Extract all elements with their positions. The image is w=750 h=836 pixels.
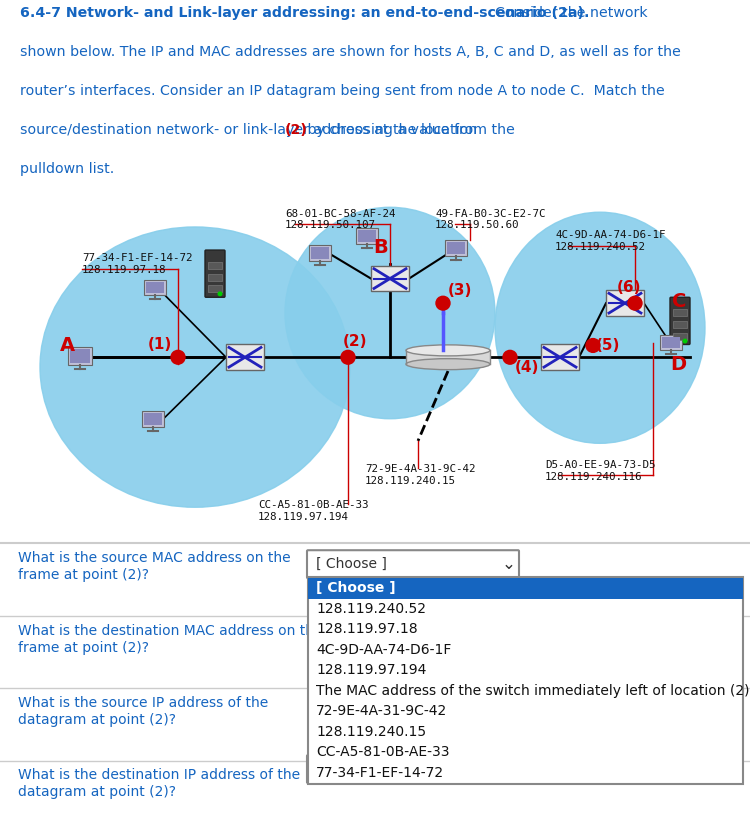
Text: 72-9E-4A-31-9C-42: 72-9E-4A-31-9C-42 (316, 705, 447, 718)
Text: A: A (60, 336, 75, 355)
Text: What is the destination IP address of the: What is the destination IP address of th… (18, 768, 300, 782)
Text: C: C (672, 292, 686, 311)
Text: (3): (3) (448, 283, 472, 298)
Text: 128.119.240.52: 128.119.240.52 (316, 602, 426, 616)
Text: B: B (373, 238, 388, 257)
Text: (6): (6) (617, 280, 641, 295)
Text: pulldown list.: pulldown list. (20, 162, 115, 176)
Text: CC-A5-81-0B-AE-33: CC-A5-81-0B-AE-33 (258, 500, 368, 510)
Bar (660, 334, 682, 350)
Bar (311, 247, 329, 259)
Ellipse shape (285, 207, 495, 419)
Text: 77-34-F1-EF-14-72: 77-34-F1-EF-14-72 (316, 766, 444, 780)
Bar (144, 279, 166, 295)
Text: 128.119.240.52: 128.119.240.52 (555, 242, 646, 252)
Text: [ Choose ]: [ Choose ] (316, 558, 387, 571)
Bar (358, 231, 376, 242)
Text: (5): (5) (596, 339, 620, 354)
Circle shape (628, 296, 642, 310)
Text: 128.119.240.116: 128.119.240.116 (545, 472, 643, 482)
Bar (371, 266, 409, 292)
Bar (447, 242, 465, 254)
Ellipse shape (495, 212, 705, 443)
Text: (4): (4) (515, 360, 539, 375)
Text: datagram at point (2)?: datagram at point (2)? (18, 785, 176, 799)
Text: frame at point (2)?: frame at point (2)? (18, 568, 149, 582)
Bar (541, 344, 579, 370)
Bar (673, 321, 687, 328)
FancyBboxPatch shape (670, 298, 690, 344)
Text: The MAC address of the switch immediately left of location (2).: The MAC address of the switch immediatel… (316, 684, 750, 698)
Bar (226, 344, 264, 370)
Text: (2): (2) (285, 123, 308, 137)
Ellipse shape (40, 227, 350, 507)
Text: datagram at point (2)?: datagram at point (2)? (18, 713, 176, 727)
Text: What is the source MAC address on the: What is the source MAC address on the (18, 551, 291, 565)
Text: D: D (670, 354, 686, 374)
Bar (146, 282, 164, 293)
Text: 128.119.50.107: 128.119.50.107 (285, 221, 376, 231)
Text: 128.119.97.18: 128.119.97.18 (82, 265, 166, 275)
Text: ⌄: ⌄ (502, 555, 516, 573)
Circle shape (503, 350, 517, 364)
Text: 128.119.240.15: 128.119.240.15 (316, 725, 426, 739)
Text: 128.119.50.60: 128.119.50.60 (435, 221, 520, 231)
FancyBboxPatch shape (205, 250, 225, 298)
Bar (70, 349, 90, 363)
Text: What is the destination MAC address on the: What is the destination MAC address on t… (18, 624, 322, 638)
Text: CC-A5-81-0B-AE-33: CC-A5-81-0B-AE-33 (316, 746, 449, 759)
Text: 68-01-BC-58-AF-24: 68-01-BC-58-AF-24 (285, 209, 395, 219)
Text: ⌄: ⌄ (502, 760, 516, 778)
Bar (309, 245, 331, 261)
Ellipse shape (406, 345, 490, 356)
Text: Consider the network: Consider the network (486, 6, 647, 20)
Bar (308, 579, 743, 599)
Text: 128.119.97.194: 128.119.97.194 (258, 512, 349, 522)
Text: D5-A0-EE-9A-73-D5: D5-A0-EE-9A-73-D5 (545, 461, 656, 471)
Text: (1): (1) (148, 338, 172, 352)
Text: 128.119.240.15: 128.119.240.15 (365, 477, 456, 487)
Text: shown below. The IP and MAC addresses are shown for hosts A, B, C and D, as well: shown below. The IP and MAC addresses ar… (20, 45, 681, 59)
Circle shape (218, 292, 222, 296)
Bar (673, 333, 687, 339)
Bar (208, 262, 222, 268)
Text: 72-9E-4A-31-9C-42: 72-9E-4A-31-9C-42 (365, 464, 476, 474)
Text: 128.119.97.194: 128.119.97.194 (316, 664, 426, 677)
Text: frame at point (2)?: frame at point (2)? (18, 641, 149, 655)
Text: What is the source IP address of the: What is the source IP address of the (18, 696, 268, 710)
Bar (445, 240, 467, 256)
Bar (68, 348, 92, 365)
Bar (406, 350, 490, 364)
Text: 49-FA-B0-3C-E2-7C: 49-FA-B0-3C-E2-7C (435, 209, 545, 219)
Circle shape (586, 339, 600, 352)
Circle shape (341, 350, 355, 364)
Text: source/destination network- or link-layer address at the location: source/destination network- or link-laye… (20, 123, 482, 137)
Bar (606, 290, 644, 316)
Text: 6.4-7 Network- and Link-layer addressing: an end-to-end-scenario (2a).: 6.4-7 Network- and Link-layer addressing… (20, 6, 590, 20)
Text: [ Choose ]: [ Choose ] (316, 762, 387, 776)
Text: 77-34-F1-EF-14-72: 77-34-F1-EF-14-72 (82, 252, 193, 263)
Text: router’s interfaces. Consider an IP datagram being sent from node A to node C.  : router’s interfaces. Consider an IP data… (20, 84, 665, 98)
FancyBboxPatch shape (307, 755, 519, 783)
Text: by choosing a value from the: by choosing a value from the (303, 123, 514, 137)
Bar (144, 413, 162, 426)
Text: 128.119.97.18: 128.119.97.18 (316, 623, 418, 636)
Bar (142, 411, 164, 427)
Bar (208, 273, 222, 281)
FancyBboxPatch shape (307, 550, 519, 579)
Circle shape (171, 350, 185, 364)
Bar (662, 337, 680, 349)
Ellipse shape (406, 359, 490, 370)
Text: 4C-9D-AA-74-D6-1F: 4C-9D-AA-74-D6-1F (555, 230, 665, 240)
Circle shape (683, 339, 687, 343)
Circle shape (436, 296, 450, 310)
Bar (308, 577, 743, 784)
Text: (2): (2) (343, 334, 368, 349)
Bar (356, 228, 378, 244)
Text: [ Choose ]: [ Choose ] (316, 581, 396, 595)
Bar (673, 309, 687, 316)
Text: 4C-9D-AA-74-D6-1F: 4C-9D-AA-74-D6-1F (316, 643, 452, 657)
Bar (208, 285, 222, 293)
